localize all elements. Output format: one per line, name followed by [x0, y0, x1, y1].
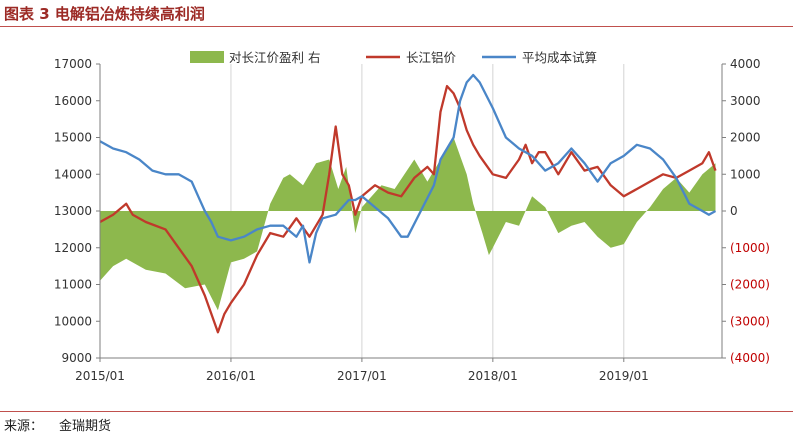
x-tick-label: 2017/01	[337, 369, 387, 383]
x-tick-label: 2016/01	[206, 369, 256, 383]
left-tick-label: 9000	[61, 351, 92, 365]
legend-swatch-profit	[190, 51, 224, 63]
series-profit-area	[100, 137, 716, 311]
left-tick-label: 12000	[54, 241, 92, 255]
right-tick-label: 4000	[730, 57, 761, 71]
left-axis-ticks: 9000 10000 11000 12000 13000 14000 15000 16000 1…	[54, 57, 100, 365]
legend-label-cost: 平均成本试算	[522, 50, 597, 65]
left-tick-label: 13000	[54, 204, 92, 218]
right-tick-label: 1000	[730, 167, 761, 181]
left-tick-label: 15000	[54, 131, 92, 145]
right-axis-ticks: 4000 3000 2000 1000 0 (1000) (2000) (3000) (4000…	[722, 57, 770, 365]
right-tick-label: (3000)	[730, 314, 770, 328]
figure-title: 图表 3 电解铝冶炼持续高利润	[4, 5, 205, 23]
series-price-line	[99, 84, 717, 334]
footer-divider	[0, 411, 793, 412]
legend-label-profit: 对长江价盈利 右	[229, 50, 320, 65]
right-tick-label: (2000)	[730, 278, 770, 292]
right-tick-label: 3000	[730, 94, 761, 108]
left-tick-label: 14000	[54, 167, 92, 181]
source-name: 金瑞期货	[59, 419, 112, 434]
left-tick-label: 17000	[54, 57, 92, 71]
right-tick-label: 0	[730, 204, 738, 218]
source-label: 来源：	[4, 419, 44, 434]
left-tick-label: 16000	[54, 94, 92, 108]
right-tick-label: (1000)	[730, 241, 770, 255]
x-tick-label: 2018/01	[468, 369, 518, 383]
chart: 对长江价盈利 右 长江铝价 平均成本试算 9000100001100012000…	[54, 50, 770, 383]
series-cost-line	[99, 73, 717, 264]
chart-legend: 对长江价盈利 右 长江铝价 平均成本试算	[190, 50, 597, 65]
source-note: 来源： 金瑞期货	[4, 416, 111, 438]
left-tick-label: 11000	[54, 278, 92, 292]
right-tick-label: 2000	[730, 131, 761, 145]
legend-label-price: 长江铝价	[406, 50, 457, 65]
x-axis-ticks: 2015/01 2016/01 2017/01 2018/01 2019/01	[75, 358, 649, 383]
x-tick-label: 2019/01	[599, 369, 649, 383]
x-tick-label: 2015/01	[75, 369, 125, 383]
right-tick-label: (4000)	[730, 351, 770, 365]
left-tick-label: 10000	[54, 314, 92, 328]
title-divider	[0, 26, 793, 27]
